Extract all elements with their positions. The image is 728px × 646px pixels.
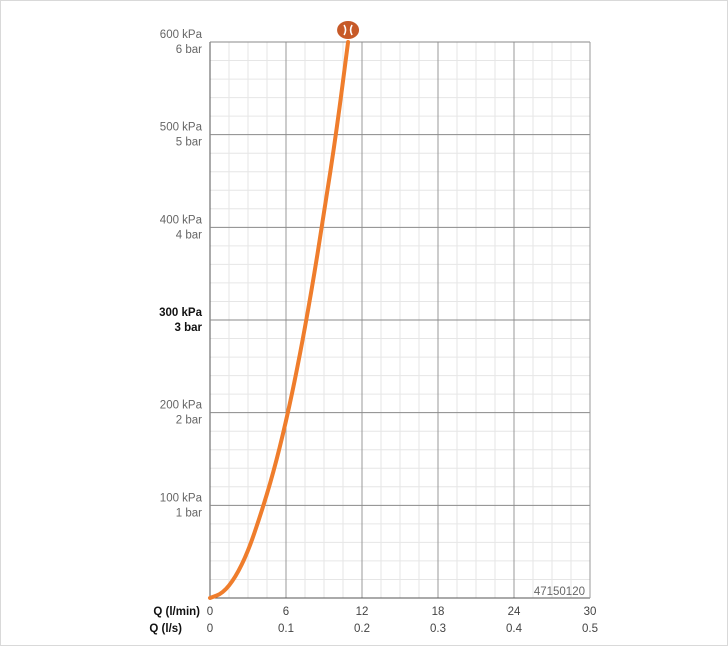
series-line — [208, 40, 351, 600]
x-tick-label-ls: 0.2 — [354, 623, 370, 635]
x-axis-title-lmin: Q (l/min) — [153, 606, 200, 618]
series-layer — [208, 40, 351, 600]
product-code: 47150120 — [534, 586, 585, 598]
x-tick-label-lmin: 30 — [584, 606, 597, 618]
x-tick-label-lmin: 24 — [508, 606, 521, 618]
y-tick-label-bar: 4 bar — [176, 229, 202, 241]
y-tick-label-bar: 3 bar — [175, 322, 203, 334]
y-tick-label-kpa: 400 kPa — [160, 214, 203, 226]
marker-layer — [337, 21, 360, 39]
y-tick-label-bar: 1 bar — [176, 507, 202, 519]
y-tick-label-kpa: 300 kPa — [159, 307, 202, 319]
x-tick-label-ls: 0.3 — [430, 623, 446, 635]
x-axis-labels: 0 6 12 18 24 30 0 0.1 0.2 0.3 0.4 0.5 — [207, 606, 598, 635]
x-tick-label-lmin: 18 — [432, 606, 445, 618]
x-tick-label-ls: 0.1 — [278, 623, 294, 635]
x-tick-label-ls: 0 — [207, 623, 213, 635]
y-tick-label-kpa: 600 kPa — [160, 29, 203, 41]
y-tick-label-bar: 6 bar — [176, 44, 202, 56]
x-tick-label-lmin: 6 — [283, 606, 289, 618]
x-tick-label-lmin: 0 — [207, 606, 213, 618]
showerhead-icon — [337, 21, 360, 39]
y-tick-label-kpa: 500 kPa — [160, 122, 203, 134]
grid-major — [209, 41, 591, 599]
x-tick-label-ls: 0.4 — [506, 623, 523, 635]
x-tick-label-lmin: 12 — [356, 606, 369, 618]
y-tick-label-kpa: 200 kPa — [160, 400, 203, 412]
y-tick-label-kpa: 100 kPa — [160, 492, 203, 504]
y-tick-label-bar: 2 bar — [176, 415, 202, 427]
x-axis-title-ls: Q (l/s) — [149, 623, 182, 635]
y-axis-labels: 100 kPa 1 bar 200 kPa 2 bar 300 kPa 3 bar 400 … — [159, 29, 202, 519]
y-tick-label-bar: 5 bar — [176, 137, 202, 149]
x-tick-label-ls: 0.5 — [582, 623, 598, 635]
